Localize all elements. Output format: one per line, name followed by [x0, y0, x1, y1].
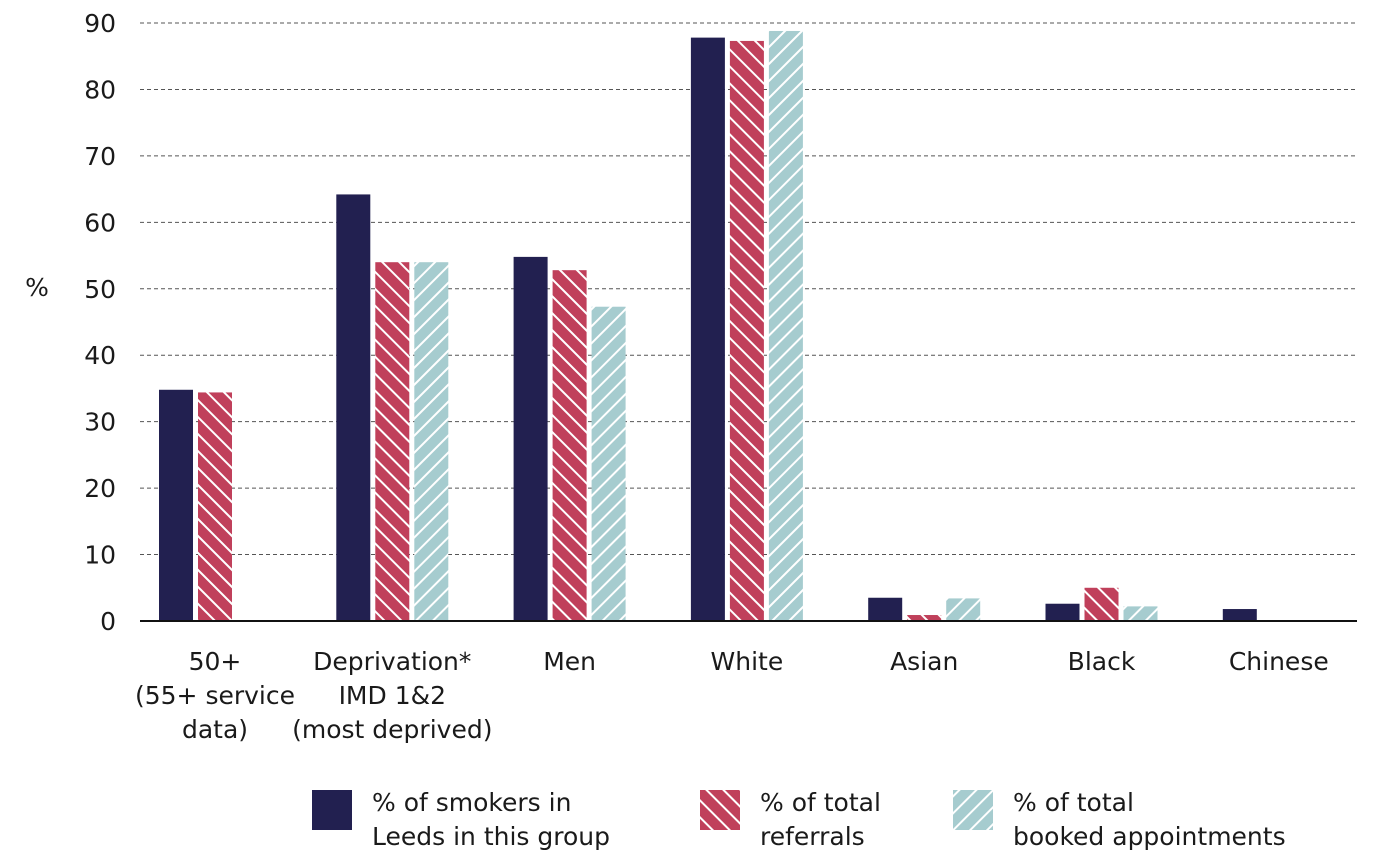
- category-label-line: Chinese: [1229, 647, 1329, 676]
- legend-label: % of total booked appointments: [1013, 788, 1286, 851]
- category-label-line: 50+: [189, 647, 242, 676]
- bar-series1-cat3: [513, 256, 548, 621]
- legend-label-line: referrals: [760, 822, 865, 851]
- y-tick-label: 90: [84, 9, 116, 38]
- y-tick-label: 60: [84, 208, 116, 237]
- legend-item: % of smokers in Leeds in this group: [312, 788, 610, 851]
- y-axis-ticks: 0 10 20 30 40 50 60 70 80 90: [84, 9, 116, 636]
- bar-series2-cat5: [907, 615, 942, 621]
- legend-swatch: [953, 790, 993, 830]
- legend-label-line: Leeds in this group: [372, 822, 610, 851]
- bar-series1-cat5: [868, 597, 903, 621]
- legend-label-line: booked appointments: [1013, 822, 1286, 851]
- category-label-line: (55+ service: [135, 681, 295, 710]
- legend-swatch: [700, 790, 740, 830]
- bar-series3-cat2: [414, 262, 449, 621]
- bar-series3-cat5: [946, 598, 981, 621]
- bar-series1-cat1: [159, 389, 193, 621]
- y-tick-label: 0: [100, 607, 116, 636]
- legend: % of smokers in Leeds in this group % of t…: [312, 788, 1286, 851]
- bar-series2-cat6: [1084, 587, 1119, 621]
- category-label-line: IMD 1&2: [339, 681, 446, 710]
- legend-swatch: [312, 790, 352, 830]
- category-label-line: Asian: [890, 647, 958, 676]
- category-label: White: [711, 647, 784, 676]
- y-tick-label: 50: [84, 275, 116, 304]
- category-label-line: (most deprived): [292, 715, 492, 744]
- bars: [159, 30, 1257, 622]
- category-label: Deprivation* IMD 1&2 (most deprived): [292, 647, 492, 744]
- category-label-line: White: [711, 647, 784, 676]
- legend-label: % of smokers in Leeds in this group: [372, 788, 610, 851]
- legend-label-line: % of total: [760, 788, 881, 817]
- y-tick-label: 20: [84, 474, 116, 503]
- legend-item: % of total booked appointments: [953, 788, 1286, 851]
- bar-series2-cat4: [729, 40, 764, 621]
- category-labels: 50+ (55+ service data) Deprivation* IMD 1&2 (…: [135, 647, 1329, 744]
- category-label: Chinese: [1229, 647, 1329, 676]
- category-label: Asian: [890, 647, 958, 676]
- category-label-line: Black: [1068, 647, 1136, 676]
- category-label: Black: [1068, 647, 1136, 676]
- legend-label-line: % of smokers in: [372, 788, 571, 817]
- bar-series2-cat3: [552, 270, 587, 621]
- bar-series3-cat4: [768, 30, 803, 622]
- legend-item: % of total referrals: [700, 788, 881, 851]
- y-tick-label: 40: [84, 341, 116, 370]
- legend-label-line: % of total: [1013, 788, 1134, 817]
- legend-label: % of total referrals: [760, 788, 881, 851]
- bar-series3-cat6: [1123, 606, 1158, 621]
- y-tick-label: 70: [84, 142, 116, 171]
- y-tick-label: 80: [84, 75, 116, 104]
- bar-series1-cat4: [690, 37, 725, 621]
- category-label: 50+ (55+ service data): [135, 647, 295, 744]
- bar-series1-cat7: [1222, 609, 1257, 621]
- bar-series1-cat2: [336, 194, 371, 621]
- y-axis-label: %: [25, 273, 49, 302]
- category-label: Men: [543, 647, 596, 676]
- bar-series2-cat1: [198, 392, 232, 621]
- bar-series1-cat6: [1045, 603, 1080, 621]
- category-label-line: data): [182, 715, 248, 744]
- category-label-line: Men: [543, 647, 596, 676]
- category-label-line: Deprivation*: [313, 647, 471, 676]
- y-tick-label: 10: [84, 541, 116, 570]
- bar-series3-cat3: [591, 306, 626, 621]
- y-tick-label: 30: [84, 408, 116, 437]
- bar-series2-cat2: [375, 262, 410, 621]
